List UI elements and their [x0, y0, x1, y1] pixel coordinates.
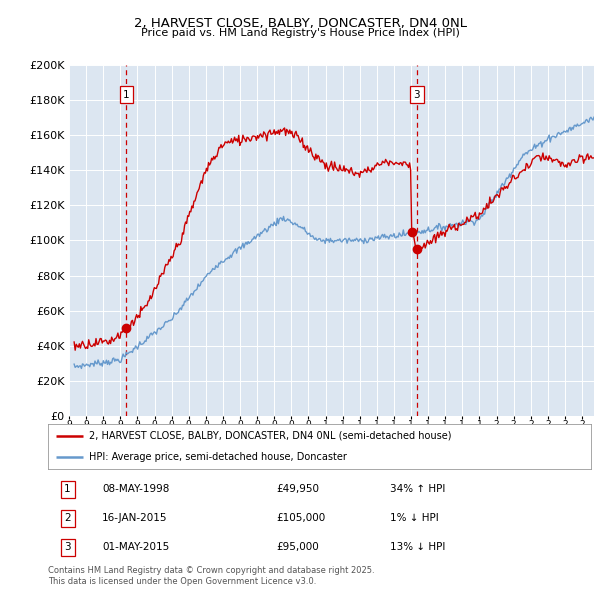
Text: £105,000: £105,000 [276, 513, 325, 523]
Text: Contains HM Land Registry data © Crown copyright and database right 2025.: Contains HM Land Registry data © Crown c… [48, 566, 374, 575]
Text: 08-MAY-1998: 08-MAY-1998 [103, 484, 170, 494]
Text: 1% ↓ HPI: 1% ↓ HPI [390, 513, 439, 523]
Text: 3: 3 [64, 542, 71, 552]
Text: 2, HARVEST CLOSE, BALBY, DONCASTER, DN4 0NL (semi-detached house): 2, HARVEST CLOSE, BALBY, DONCASTER, DN4 … [89, 431, 451, 441]
Text: HPI: Average price, semi-detached house, Doncaster: HPI: Average price, semi-detached house,… [89, 452, 347, 462]
Text: 01-MAY-2015: 01-MAY-2015 [103, 542, 170, 552]
Text: £49,950: £49,950 [276, 484, 319, 494]
Text: 2, HARVEST CLOSE, BALBY, DONCASTER, DN4 0NL: 2, HARVEST CLOSE, BALBY, DONCASTER, DN4 … [133, 17, 467, 30]
Text: £95,000: £95,000 [276, 542, 319, 552]
Text: 1: 1 [64, 484, 71, 494]
Text: 2: 2 [64, 513, 71, 523]
Text: 13% ↓ HPI: 13% ↓ HPI [390, 542, 445, 552]
Text: 3: 3 [413, 90, 420, 100]
Text: Price paid vs. HM Land Registry's House Price Index (HPI): Price paid vs. HM Land Registry's House … [140, 28, 460, 38]
Text: 1: 1 [123, 90, 130, 100]
Text: 34% ↑ HPI: 34% ↑ HPI [390, 484, 445, 494]
Text: This data is licensed under the Open Government Licence v3.0.: This data is licensed under the Open Gov… [48, 577, 316, 586]
Text: 16-JAN-2015: 16-JAN-2015 [103, 513, 168, 523]
